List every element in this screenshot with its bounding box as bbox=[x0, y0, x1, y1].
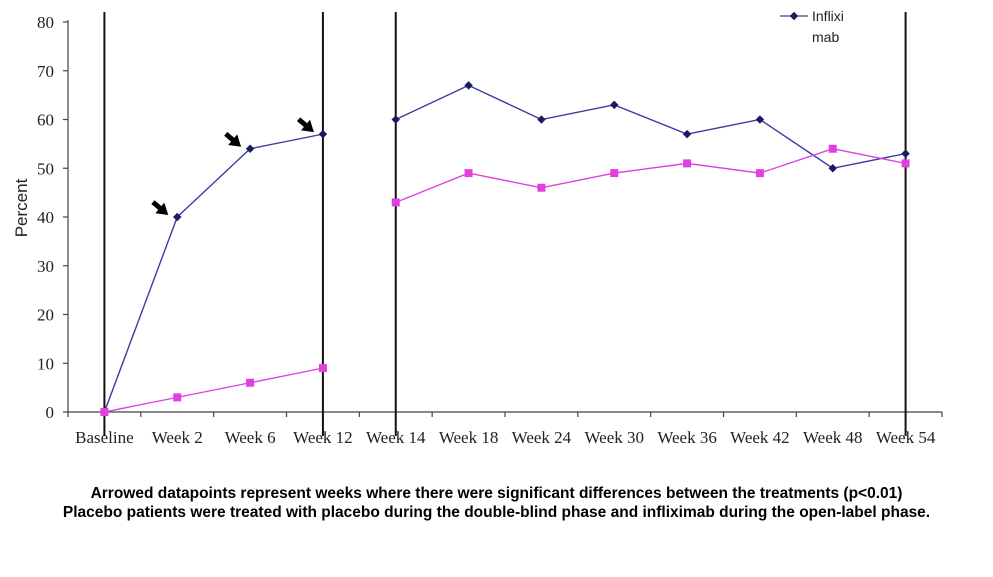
x-tick-label: Week 48 bbox=[803, 428, 863, 447]
arrow-head bbox=[300, 119, 314, 133]
data-point-series-0 bbox=[901, 149, 910, 158]
data-point-series-0 bbox=[537, 115, 546, 124]
arrow-head bbox=[155, 202, 169, 215]
data-point-series-0 bbox=[610, 100, 619, 110]
series-line-0 bbox=[103, 133, 324, 413]
significance-arrow-icon bbox=[296, 117, 314, 133]
data-point-series-1 bbox=[464, 169, 473, 178]
data-point-series-0 bbox=[464, 81, 473, 90]
data-point-series-1 bbox=[537, 183, 546, 192]
series-line-1 bbox=[104, 367, 324, 413]
y-tick-label: 60 bbox=[37, 111, 54, 130]
x-tick-label: Week 2 bbox=[152, 428, 203, 447]
data-point-series-1 bbox=[100, 408, 109, 416]
data-point-series-0 bbox=[755, 115, 765, 124]
x-tick-label: Week 42 bbox=[730, 428, 790, 447]
y-tick-label: 10 bbox=[37, 354, 54, 373]
x-tick-label: Week 12 bbox=[293, 428, 353, 447]
caption-line-2: Placebo patients were treated with place… bbox=[62, 504, 931, 521]
series-line-1 bbox=[395, 148, 906, 204]
x-tick-label: Week 54 bbox=[876, 428, 936, 447]
y-tick-label: 30 bbox=[37, 257, 54, 276]
y-tick-label: 80 bbox=[37, 13, 54, 32]
data-point-series-0 bbox=[682, 129, 692, 139]
x-tick-label: Week 24 bbox=[512, 428, 572, 447]
x-tick-label: Week 14 bbox=[366, 428, 426, 447]
data-point-series-1 bbox=[391, 198, 400, 207]
data-point-series-1 bbox=[901, 159, 910, 168]
legend: Inflixi mab bbox=[780, 8, 844, 45]
data-point-series-1 bbox=[246, 378, 255, 387]
data-point-series-1 bbox=[318, 364, 327, 373]
caption-line-1: Arrowed datapoints represent weeks where… bbox=[90, 485, 903, 502]
arrow-head bbox=[228, 134, 242, 147]
chart: 0 10 20 30 40 50 60 70 80 Baseline Week 2 Week 6 We… bbox=[12, 8, 943, 447]
y-axis-label: Percent bbox=[12, 178, 31, 237]
data-point-series-1 bbox=[755, 169, 764, 178]
data-point-series-1 bbox=[828, 144, 837, 153]
legend-label-line2: mab bbox=[812, 29, 839, 45]
y-tick-label: 40 bbox=[37, 208, 54, 227]
data-point-series-1 bbox=[683, 159, 692, 168]
y-tick-label: 0 bbox=[46, 403, 55, 422]
data-point-series-0 bbox=[245, 144, 255, 153]
series-line-0 bbox=[395, 84, 906, 169]
data-point-series-1 bbox=[610, 169, 619, 178]
significance-arrow-icon bbox=[224, 131, 242, 147]
x-tick-label: Week 30 bbox=[584, 428, 644, 447]
y-axis: 0 10 20 30 40 50 60 70 80 bbox=[37, 13, 69, 422]
data-point-series-0 bbox=[318, 129, 328, 139]
x-tick-label: Week 36 bbox=[657, 428, 717, 447]
x-tick-label: Week 6 bbox=[225, 428, 276, 447]
legend-label-line1: Inflixi bbox=[812, 8, 844, 24]
y-tick-label: 70 bbox=[37, 62, 54, 81]
x-tick-label: Week 18 bbox=[439, 428, 499, 447]
x-axis: Baseline Week 2 Week 6 Week 12 Week 14 Week 1… bbox=[67, 411, 943, 447]
data-point-series-0 bbox=[391, 115, 400, 124]
legend-marker bbox=[789, 11, 799, 21]
significance-arrow-icon bbox=[151, 200, 169, 215]
caption: Arrowed datapoints represent weeks where… bbox=[20, 484, 973, 522]
data-point-series-1 bbox=[173, 393, 182, 402]
x-tick-label: Baseline bbox=[75, 428, 134, 447]
data-point-series-0 bbox=[173, 212, 182, 222]
data-point-series-0 bbox=[828, 164, 837, 173]
y-tick-label: 20 bbox=[37, 306, 54, 325]
y-tick-label: 50 bbox=[37, 159, 54, 178]
